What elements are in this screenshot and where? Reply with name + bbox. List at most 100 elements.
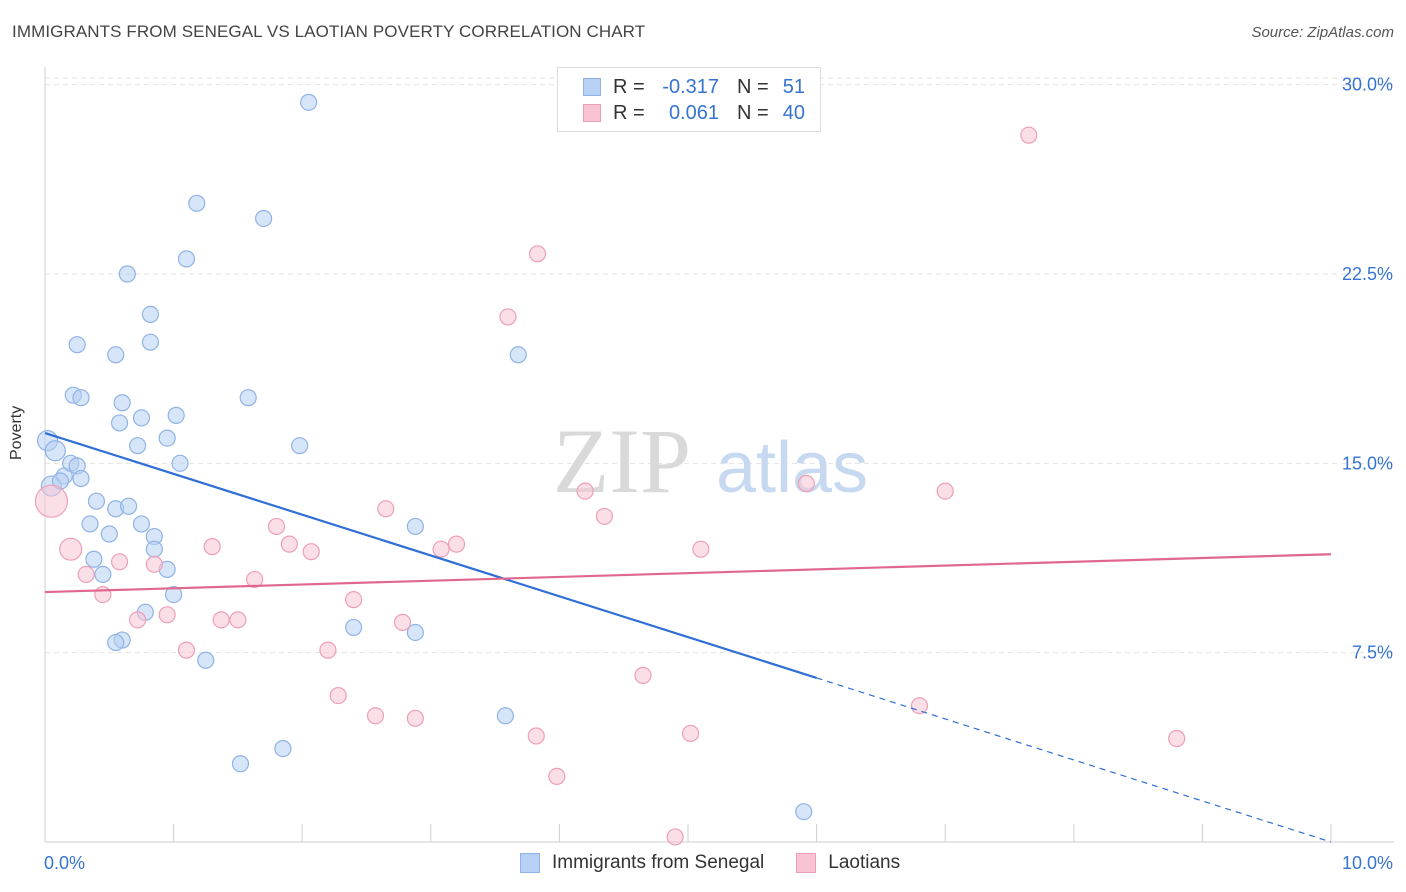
data-point-laotians bbox=[145, 555, 163, 573]
tick-label-layer: 7.5% 15.0% 22.5% 30.0% 0.0% 10.0% bbox=[44, 75, 1393, 873]
legend-row-senegal: R = -0.317 N = 51 bbox=[583, 75, 805, 99]
legend-r-value: -0.317 bbox=[662, 75, 719, 98]
chart-title: IMMIGRANTS FROM SENEGAL VS LAOTIAN POVER… bbox=[12, 22, 646, 41]
data-point-senegal bbox=[72, 469, 90, 488]
legend-item-senegal[interactable]: Immigrants from Senegal bbox=[520, 852, 764, 874]
legend-item-laotians[interactable]: Laotians bbox=[796, 852, 900, 874]
data-point-laotians bbox=[666, 828, 684, 846]
legend-label-senegal: Immigrants from Senegal bbox=[552, 852, 765, 873]
data-point-senegal bbox=[406, 623, 424, 642]
data-point-laotians bbox=[797, 474, 815, 493]
data-point-senegal bbox=[406, 517, 424, 536]
data-point-laotians bbox=[499, 308, 517, 326]
data-point-laotians bbox=[345, 591, 363, 609]
data-point-senegal bbox=[255, 209, 273, 228]
data-point-laotians bbox=[936, 482, 954, 500]
legend-swatch-blue bbox=[520, 853, 540, 873]
legend-r-value: 0.061 bbox=[668, 101, 719, 124]
legend-n-value: 40 bbox=[782, 101, 805, 124]
data-point-laotians bbox=[406, 709, 424, 727]
data-point-laotians bbox=[366, 707, 385, 725]
data-point-senegal bbox=[158, 429, 176, 447]
data-point-senegal bbox=[118, 265, 136, 283]
data-point-senegal bbox=[128, 437, 147, 455]
y-tick-label: 7.5% bbox=[1352, 643, 1393, 663]
data-point-senegal bbox=[141, 333, 160, 351]
y-tick-label: 15.0% bbox=[1342, 453, 1393, 473]
data-point-senegal bbox=[509, 346, 527, 364]
data-point-senegal bbox=[291, 437, 309, 455]
data-point-senegal bbox=[177, 250, 196, 268]
data-point-senegal bbox=[94, 565, 112, 584]
data-point-senegal bbox=[107, 633, 125, 652]
data-point-laotians bbox=[77, 565, 95, 584]
data-point-senegal bbox=[132, 515, 151, 533]
data-point-senegal bbox=[165, 586, 183, 604]
legend-r-label: R = bbox=[613, 75, 645, 98]
data-point-laotians bbox=[910, 697, 929, 715]
data-point-laotians bbox=[329, 686, 347, 705]
data-point-senegal bbox=[231, 755, 250, 773]
data-point-senegal bbox=[119, 497, 138, 515]
data-point-senegal bbox=[132, 409, 151, 427]
data-point-laotians bbox=[681, 724, 700, 743]
grid-layer bbox=[45, 77, 1394, 654]
data-point-laotians bbox=[377, 500, 395, 518]
axis-layer bbox=[44, 67, 1394, 843]
data-point-senegal bbox=[239, 389, 257, 407]
y-tick-label: 30.0% bbox=[1342, 75, 1393, 95]
data-point-senegal bbox=[795, 803, 813, 821]
trendline-senegal-extension bbox=[816, 677, 1332, 843]
data-point-senegal bbox=[188, 194, 206, 212]
legend-label-laotians: Laotians bbox=[828, 852, 901, 873]
data-point-senegal bbox=[81, 515, 99, 533]
data-point-laotians bbox=[432, 540, 450, 558]
stats-legend: R = -0.317 N = 51 R = 0.061 N = 40 bbox=[557, 67, 821, 132]
series-legend: Immigrants from Senegal Laotians bbox=[520, 852, 932, 874]
y-axis-label: Poverty bbox=[8, 405, 25, 460]
data-point-senegal bbox=[85, 550, 103, 568]
legend-n-label: N = bbox=[737, 101, 769, 124]
data-point-laotians bbox=[548, 767, 566, 785]
data-point-laotians bbox=[319, 641, 337, 659]
legend-r-label: R = bbox=[613, 101, 645, 124]
data-point-laotians bbox=[110, 553, 129, 571]
data-point-senegal bbox=[171, 454, 189, 472]
data-point-laotians bbox=[229, 611, 247, 629]
legend-swatch-blue bbox=[583, 78, 601, 96]
data-point-laotians bbox=[528, 245, 547, 263]
data-point-laotians bbox=[158, 606, 176, 624]
data-point-senegal bbox=[141, 305, 160, 323]
data-point-laotians bbox=[59, 537, 83, 561]
data-point-laotians bbox=[447, 535, 466, 553]
data-point-senegal bbox=[107, 346, 125, 364]
data-point-senegal bbox=[496, 707, 514, 725]
data-point-laotians bbox=[246, 570, 264, 589]
data-point-laotians bbox=[212, 611, 230, 629]
data-point-laotians bbox=[177, 641, 196, 659]
data-point-laotians bbox=[267, 517, 286, 536]
data-point-senegal bbox=[145, 540, 163, 558]
data-point-senegal bbox=[72, 389, 90, 407]
data-point-senegal bbox=[110, 414, 129, 432]
data-point-laotians bbox=[302, 543, 320, 561]
data-point-senegal bbox=[167, 406, 185, 424]
points-layer bbox=[34, 93, 1186, 846]
data-point-laotians bbox=[393, 613, 412, 631]
data-point-laotians bbox=[634, 666, 652, 684]
data-point-senegal bbox=[113, 394, 131, 412]
data-point-senegal bbox=[345, 618, 363, 637]
watermark-zip: ZIP bbox=[553, 410, 691, 512]
data-point-laotians bbox=[527, 727, 545, 745]
x-tick-label: 10.0% bbox=[1342, 853, 1393, 873]
data-point-senegal bbox=[100, 525, 118, 543]
x-tick-label: 0.0% bbox=[44, 853, 85, 873]
data-point-laotians bbox=[34, 484, 69, 518]
legend-swatch-pink bbox=[796, 853, 817, 873]
data-point-laotians bbox=[692, 540, 710, 558]
data-point-laotians bbox=[1020, 126, 1038, 144]
data-point-laotians bbox=[94, 586, 112, 604]
legend-swatch-pink bbox=[583, 104, 601, 122]
trend-layer bbox=[44, 431, 1332, 843]
